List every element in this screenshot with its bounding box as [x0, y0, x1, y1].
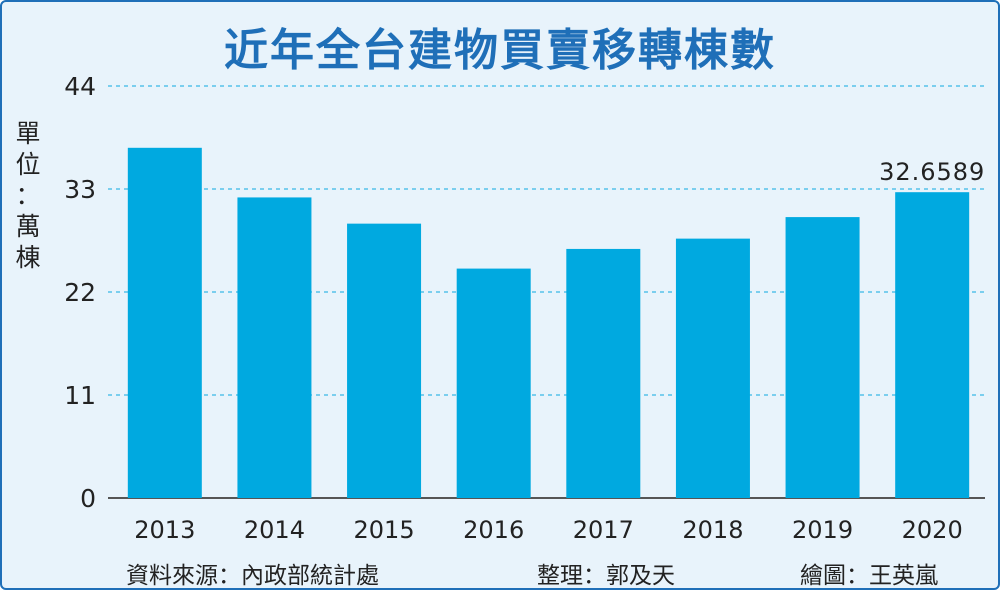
x-tick-label: 2018: [682, 516, 743, 544]
x-tick-label: 2013: [134, 516, 195, 544]
illustrator-credit: 繪圖：王英嵐: [800, 563, 938, 589]
x-tick-label: 2014: [244, 516, 305, 544]
editor-credit: 整理：郭及天: [537, 563, 675, 589]
source-credit: 資料來源：內政部統計處: [126, 563, 379, 589]
x-tick-label: 2015: [354, 516, 415, 544]
bar-2020: [895, 192, 970, 498]
unit-char: 棟: [15, 243, 41, 272]
unit-char: 單: [15, 119, 41, 148]
x-tick-label: 2019: [792, 516, 853, 544]
x-tick-label: 2020: [902, 516, 963, 544]
x-tick-label: 2017: [573, 516, 634, 544]
y-tick-label: 44: [64, 72, 96, 101]
y-tick-label: 22: [64, 278, 96, 307]
bar-2013: [127, 147, 202, 499]
y-tick-label: 0: [80, 484, 96, 513]
bar-2018: [675, 238, 750, 499]
data-label-2020: 32.6589: [879, 158, 985, 186]
unit-char: 萬: [15, 212, 41, 241]
unit-char: 位: [15, 150, 41, 179]
bar-2014: [237, 197, 312, 498]
bar-2015: [347, 223, 422, 499]
bar-2016: [456, 268, 531, 498]
x-tick-label: 2016: [463, 516, 524, 544]
unit-char: ：: [15, 181, 41, 210]
bar-2017: [566, 248, 641, 498]
y-tick-label: 11: [64, 381, 96, 410]
bar-2019: [785, 217, 860, 498]
y-tick-label: 33: [64, 175, 96, 204]
y-axis-unit-label: 單 位 ： 萬 棟: [10, 118, 46, 273]
chart-title: 近年全台建物買賣移轉棟數: [224, 25, 776, 76]
